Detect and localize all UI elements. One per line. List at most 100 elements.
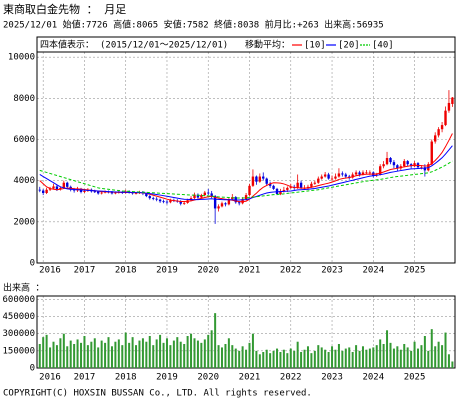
volume-bar	[379, 339, 382, 368]
candle-body	[358, 172, 361, 175]
candle-body	[265, 178, 268, 184]
volume-bar	[389, 342, 392, 368]
candle-body	[182, 202, 186, 204]
candle-body	[145, 193, 148, 197]
volume-bar	[55, 345, 58, 368]
volume-bar	[73, 344, 76, 368]
candle-body	[213, 196, 217, 209]
candle-body	[244, 195, 248, 200]
candle-body	[227, 199, 231, 205]
candle-body	[396, 165, 399, 169]
x-tick-label: 2017	[74, 373, 96, 383]
candle-body	[258, 176, 262, 182]
volume-bar	[372, 347, 375, 368]
volume-bar	[128, 342, 131, 368]
candle-body	[179, 201, 182, 204]
candle-body	[255, 176, 258, 182]
x-tick-label: 2023	[321, 373, 343, 383]
volume-bar	[420, 345, 423, 368]
volume-bar	[49, 347, 52, 368]
volume-bar	[413, 341, 416, 368]
candle-body	[423, 167, 427, 171]
candle-body	[296, 182, 299, 188]
x-tick-label: 2021	[239, 266, 261, 276]
candle-body	[220, 203, 224, 207]
candle-body	[210, 193, 213, 197]
volume-bar	[441, 345, 444, 368]
volume-bar	[416, 348, 419, 368]
candle-body	[165, 201, 169, 203]
volume-bar	[145, 341, 148, 368]
candle-body	[413, 163, 416, 167]
volume-bar	[234, 348, 237, 368]
candle-body	[403, 161, 406, 167]
candle-body	[365, 172, 368, 174]
candle-body	[93, 191, 96, 193]
volume-bar	[152, 345, 155, 368]
volume-bar	[358, 350, 361, 368]
volume-bar	[410, 350, 413, 368]
candle-body	[217, 206, 220, 209]
legend-label: [40]	[372, 41, 394, 51]
volume-bar	[138, 340, 141, 368]
volume-bar	[296, 341, 299, 368]
candle-body	[251, 176, 255, 186]
volume-bar	[310, 353, 313, 368]
moving-average-line	[39, 145, 453, 201]
candle-body	[148, 196, 151, 199]
volume-bar	[262, 352, 265, 368]
volume-bar	[300, 352, 303, 368]
volume-bar	[430, 329, 433, 368]
volume-bar	[214, 313, 217, 368]
volume-bar	[42, 337, 45, 368]
y-tick-label: 150000	[2, 346, 35, 356]
y-tick-label: 10000	[8, 53, 35, 63]
footer: COPYRIGHT(C) HOXSIN BUSSAN Co., LTD. All…	[3, 389, 312, 399]
x-tick-label: 2023	[321, 266, 343, 276]
volume-bar	[251, 333, 254, 368]
x-tick-label: 2022	[280, 266, 302, 276]
quote-info: 2025/12/01 始値:7726 高値:8065 安値:7582 終値:80…	[3, 19, 384, 31]
volume-bar	[169, 345, 172, 368]
candle-body	[382, 164, 385, 167]
x-tick-label: 2021	[239, 373, 261, 383]
y-tick-label: 4000	[13, 176, 35, 186]
legend-ma-label: 移動平均：	[245, 39, 290, 51]
candle-body	[344, 174, 347, 177]
volume-bar	[196, 340, 199, 368]
volume-bar	[86, 345, 89, 368]
volume-bar	[289, 348, 292, 368]
candle-body	[96, 191, 100, 194]
volume-bar	[231, 345, 234, 368]
volume-bar	[327, 352, 330, 368]
volume-bar	[396, 346, 399, 368]
x-tick-label: 2025	[404, 373, 426, 383]
x-tick-label: 2019	[156, 373, 178, 383]
volume-bar	[165, 338, 168, 368]
volume-bar	[375, 345, 378, 368]
candle-body	[430, 141, 433, 165]
x-tick-label: 2018	[115, 266, 137, 276]
volume-bar	[324, 349, 327, 368]
volume-bar	[217, 345, 220, 368]
volume-bar	[361, 346, 364, 368]
candle-body	[55, 186, 59, 190]
candle-body	[66, 182, 69, 187]
volume-bar	[303, 349, 306, 368]
y-tick-label: 600000	[2, 295, 35, 305]
candle-body	[169, 200, 172, 203]
candle-body	[279, 190, 282, 195]
volume-bar	[190, 333, 193, 368]
x-tick-label: 2022	[280, 373, 302, 383]
volume-bar	[245, 349, 248, 368]
candle-body	[437, 129, 440, 136]
candle-body	[320, 176, 323, 179]
volume-bar	[80, 342, 83, 368]
volume-bar	[203, 339, 206, 368]
volume-bar	[107, 337, 110, 368]
volume-bar	[248, 342, 251, 368]
volume-bar	[220, 347, 223, 368]
volume-bar	[451, 361, 454, 368]
candle-body	[440, 125, 444, 130]
volume-bar	[135, 345, 138, 368]
